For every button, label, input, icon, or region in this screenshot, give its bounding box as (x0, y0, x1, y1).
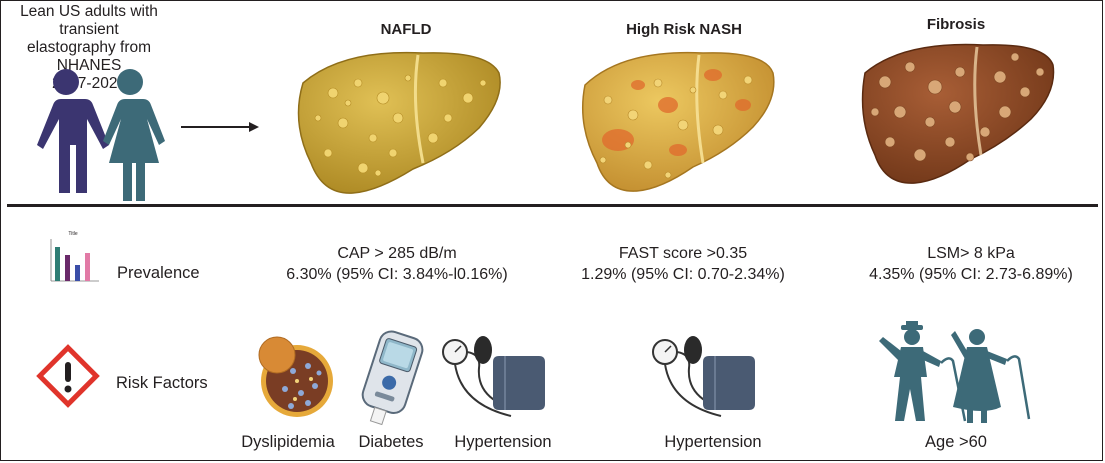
blood-pressure-cuff-icon (652, 336, 755, 417)
risk-factors-label: Risk Factors (116, 374, 208, 392)
risk-label-dyslipidemia: Dyslipidemia (241, 433, 335, 451)
nafld-value: 6.30% (95% CI: 3.84%-l0.16%) (286, 266, 508, 283)
female-figure-icon (103, 69, 165, 201)
male-figure-icon (37, 69, 109, 193)
section-divider (7, 204, 1098, 207)
nash-liver-icon (581, 51, 775, 192)
prevalence-nafld: CAP > 285 dB/m 6.30% (95% CI: 3.84%-l0.1… (247, 243, 547, 285)
stage-title-nash: High Risk NASH (626, 21, 742, 38)
adults-icon (37, 69, 165, 201)
prevalence-fibrosis: LSM> 8 kPa 4.35% (95% CI: 2.73-6.89%) (821, 243, 1105, 285)
fibrosis-liver-icon (861, 43, 1055, 184)
nash-criterion: FAST score >0.35 (618, 245, 748, 262)
arrow-icon (181, 122, 259, 132)
stage-title-fibrosis: Fibrosis (926, 16, 986, 33)
nafld-criterion: CAP > 285 dB/m (337, 245, 457, 262)
blood-pressure-cuff-icon (442, 336, 545, 417)
risk-label-diabetes: Diabetes (358, 433, 424, 451)
fibrosis-value: 4.35% (95% CI: 2.73-6.89%) (869, 266, 1073, 283)
stage-title-nafld: NAFLD (380, 21, 432, 38)
risk-label-age: Age >60 (925, 433, 987, 451)
study-population-text: Lean US adults with transient elastograp… (20, 3, 158, 92)
nafld-liver-icon (297, 51, 501, 194)
risk-label-hypertension-nash: Hypertension (664, 433, 762, 451)
risk-label-hypertension: Hypertension (454, 433, 552, 451)
prevalence-nash: FAST score >0.35 1.29% (95% CI: 0.70-2.3… (533, 243, 833, 285)
glucose-meter-icon (361, 330, 424, 426)
lipoprotein-icon (258, 336, 333, 417)
mini-chart-title: Title (68, 231, 77, 237)
fibrosis-criterion: LSM> 8 kPa (927, 245, 1015, 262)
nash-value: 1.29% (95% CI: 0.70-2.34%) (581, 266, 785, 283)
warning-icon (36, 344, 100, 408)
bar-chart-icon: Title (50, 231, 99, 282)
elderly-couple-icon (879, 321, 1031, 423)
prevalence-label: Prevalence (117, 264, 200, 282)
